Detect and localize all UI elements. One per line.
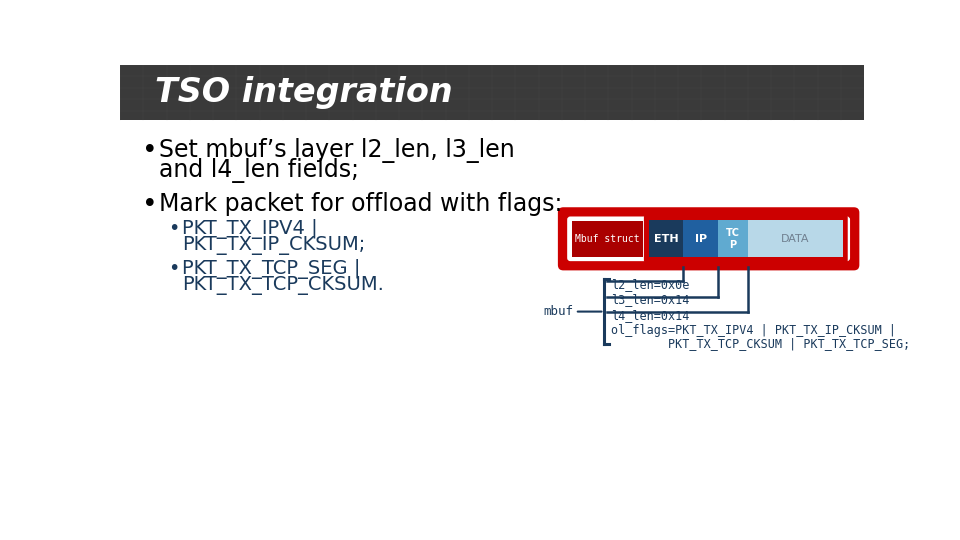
Text: •: • <box>142 138 157 164</box>
FancyBboxPatch shape <box>644 215 848 262</box>
FancyBboxPatch shape <box>567 217 850 261</box>
Text: PKT_TX_IPV4 |: PKT_TX_IPV4 | <box>182 219 318 239</box>
Bar <box>748 220 843 257</box>
Text: TC
P: TC P <box>726 228 740 249</box>
FancyBboxPatch shape <box>558 207 859 271</box>
Bar <box>120 65 864 120</box>
Text: PKT_TX_TCP_CKSUM | PKT_TX_TCP_SEG;: PKT_TX_TCP_CKSUM | PKT_TX_TCP_SEG; <box>611 336 910 349</box>
Text: IP: IP <box>695 234 707 244</box>
Bar <box>718 220 748 257</box>
Text: l2_len=0x0e: l2_len=0x0e <box>611 278 689 291</box>
Text: PKT_TX_TCP_SEG |: PKT_TX_TCP_SEG | <box>182 259 361 279</box>
Text: Mbuf struct: Mbuf struct <box>575 234 639 244</box>
Text: •: • <box>168 219 180 238</box>
Text: Set mbuf’s layer l2_len, l3_len: Set mbuf’s layer l2_len, l3_len <box>158 138 515 163</box>
Text: PKT_TX_TCP_CKSUM.: PKT_TX_TCP_CKSUM. <box>182 276 384 295</box>
Text: PKT_TX_IP_CKSUM;: PKT_TX_IP_CKSUM; <box>182 236 365 255</box>
Text: •: • <box>168 259 180 278</box>
Bar <box>649 220 684 257</box>
Text: ETH: ETH <box>654 234 679 244</box>
Bar <box>684 220 718 257</box>
Bar <box>572 221 643 256</box>
Text: l3_len=0x14: l3_len=0x14 <box>611 294 689 307</box>
Text: •: • <box>142 192 157 218</box>
Text: TSO integration: TSO integration <box>155 76 452 109</box>
Text: l4_len=0x14: l4_len=0x14 <box>611 309 689 322</box>
Text: mbuf: mbuf <box>543 305 573 318</box>
Text: and l4_len fields;: and l4_len fields; <box>158 158 359 183</box>
Text: DATA: DATA <box>781 234 809 244</box>
Text: ol_flags=PKT_TX_IPV4 | PKT_TX_IP_CKSUM |: ol_flags=PKT_TX_IPV4 | PKT_TX_IP_CKSUM | <box>611 325 896 338</box>
Text: Mark packet for offload with flags:: Mark packet for offload with flags: <box>158 192 563 216</box>
